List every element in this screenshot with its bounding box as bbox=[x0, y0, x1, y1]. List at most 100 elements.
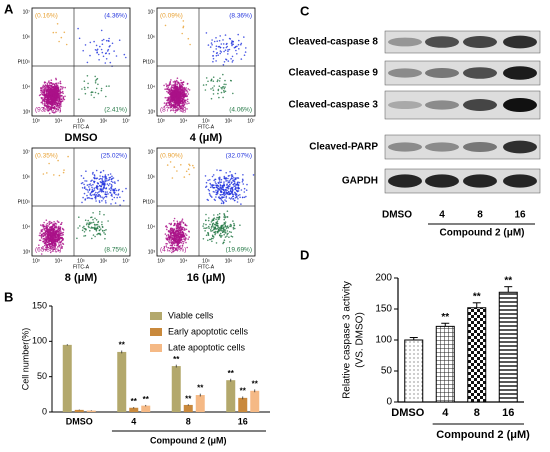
dot bbox=[185, 241, 187, 244]
dot bbox=[56, 241, 59, 243]
dot bbox=[163, 84, 165, 87]
dot bbox=[220, 227, 223, 230]
dot bbox=[52, 224, 55, 227]
dot bbox=[220, 185, 222, 187]
dot bbox=[171, 177, 174, 179]
dot bbox=[116, 196, 118, 199]
dot bbox=[221, 193, 223, 196]
dot bbox=[225, 172, 227, 174]
dot bbox=[94, 224, 96, 226]
dot bbox=[86, 222, 88, 224]
quadrant-label: (0.16%) bbox=[35, 13, 58, 20]
dot bbox=[222, 43, 225, 45]
dot bbox=[232, 226, 235, 229]
dot bbox=[103, 183, 106, 185]
dot bbox=[215, 189, 217, 192]
dot bbox=[209, 179, 211, 181]
dot bbox=[230, 182, 233, 184]
dot bbox=[181, 244, 184, 247]
dot bbox=[174, 92, 176, 94]
dot bbox=[88, 183, 90, 186]
dot bbox=[81, 182, 84, 184]
dot bbox=[173, 96, 176, 98]
dot bbox=[102, 198, 105, 200]
dot bbox=[176, 232, 178, 235]
dot bbox=[236, 190, 239, 193]
plot-frame bbox=[31, 147, 131, 257]
dot bbox=[229, 183, 231, 186]
dot bbox=[204, 175, 207, 177]
dot bbox=[49, 226, 51, 229]
dot bbox=[231, 61, 234, 63]
dot bbox=[93, 187, 96, 189]
dot bbox=[170, 102, 172, 105]
dot bbox=[185, 87, 187, 89]
dot bbox=[96, 233, 98, 236]
dot bbox=[175, 231, 178, 233]
dot bbox=[39, 93, 42, 96]
dot bbox=[163, 102, 166, 104]
dot bbox=[47, 107, 49, 110]
dot bbox=[53, 225, 56, 227]
dot bbox=[104, 191, 107, 193]
dot bbox=[100, 89, 103, 92]
bar bbox=[195, 395, 205, 412]
dot bbox=[46, 82, 49, 85]
dot bbox=[239, 224, 241, 226]
dot bbox=[44, 84, 47, 86]
dot bbox=[55, 110, 57, 113]
dot bbox=[171, 251, 173, 254]
dot bbox=[181, 240, 184, 243]
dot bbox=[214, 233, 216, 236]
dot bbox=[50, 82, 52, 84]
dot bbox=[101, 184, 103, 186]
dot bbox=[54, 88, 57, 90]
dot bbox=[44, 104, 46, 107]
dot bbox=[231, 177, 233, 180]
dot bbox=[61, 246, 64, 248]
significance: ** bbox=[131, 397, 138, 406]
dot bbox=[170, 223, 172, 226]
dot bbox=[176, 227, 179, 229]
dot bbox=[207, 188, 210, 191]
dot bbox=[81, 201, 83, 204]
dot bbox=[47, 87, 50, 90]
band bbox=[463, 36, 497, 48]
dot bbox=[117, 189, 120, 192]
dot bbox=[177, 89, 179, 91]
dot bbox=[62, 97, 65, 100]
dot bbox=[86, 75, 89, 77]
dot bbox=[43, 95, 46, 97]
dot bbox=[242, 179, 244, 182]
dot bbox=[38, 234, 41, 237]
dot bbox=[91, 237, 93, 240]
dot bbox=[189, 164, 191, 167]
band bbox=[425, 100, 459, 110]
dot bbox=[57, 104, 59, 107]
dot bbox=[98, 201, 101, 204]
dot bbox=[168, 234, 170, 237]
dot bbox=[50, 93, 53, 95]
dot bbox=[186, 98, 189, 101]
dot bbox=[233, 180, 236, 183]
dot bbox=[54, 103, 56, 106]
dot bbox=[56, 85, 58, 88]
dot bbox=[214, 228, 217, 230]
dot bbox=[83, 183, 85, 186]
dot bbox=[87, 197, 90, 199]
x-tick-label: 10⁴ bbox=[180, 258, 188, 264]
dot bbox=[168, 241, 171, 244]
dot bbox=[236, 53, 238, 55]
dot bbox=[112, 181, 114, 184]
dot bbox=[238, 39, 240, 42]
dot bbox=[182, 20, 185, 22]
y-tick-label: 150 bbox=[375, 304, 392, 315]
dot bbox=[215, 60, 217, 62]
dot bbox=[202, 225, 204, 227]
y-tick-label: 10⁷ bbox=[23, 149, 31, 155]
dot bbox=[188, 89, 191, 91]
dot bbox=[88, 186, 90, 188]
dot bbox=[43, 102, 46, 104]
dot bbox=[224, 79, 226, 82]
dot bbox=[61, 227, 64, 230]
